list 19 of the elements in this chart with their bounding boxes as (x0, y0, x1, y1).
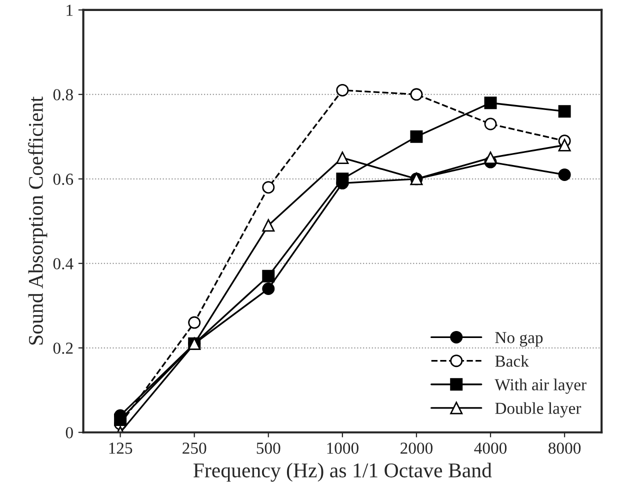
x-tick-label: 500 (256, 442, 280, 454)
y-axis-title: Sound Absorption Coefficient (28, 96, 48, 345)
legend-label: No gap (495, 332, 543, 347)
legend-label: Back (495, 355, 529, 367)
y-tick-label: 0.8 (53, 89, 73, 100)
x-tick-label: 1000 (327, 442, 358, 454)
y-tick-label: 0.4 (53, 258, 74, 270)
x-tick-label: 8000 (548, 442, 581, 454)
x-tick-label: 250 (182, 442, 206, 454)
legend-label: Double layer (495, 402, 582, 418)
y-tick-label: 1 (66, 4, 73, 16)
y-tick-label: 0 (66, 427, 73, 438)
x-tick-label: 2000 (400, 442, 433, 454)
x-axis-title: Frequency (Hz) as 1/1 Octave Band (193, 462, 492, 482)
x-tick-label: 125 (109, 442, 132, 454)
x-tick-label: 4000 (474, 442, 507, 454)
y-tick-label: 0.2 (53, 342, 73, 354)
legend-label: With air layer (494, 378, 586, 394)
y-tick-label: 0.6 (53, 174, 74, 185)
